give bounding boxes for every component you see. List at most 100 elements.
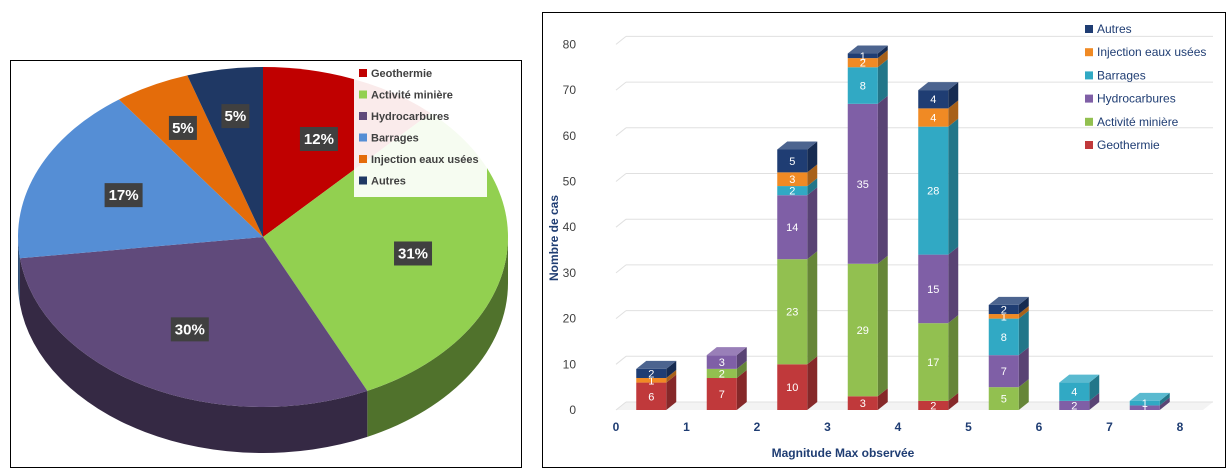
bar-data-label: 1 xyxy=(648,375,654,387)
bar xyxy=(847,263,878,397)
gridline-diagonal xyxy=(615,264,627,274)
bar-side xyxy=(807,187,818,260)
bar xyxy=(918,108,949,127)
bar-segment-autres: 1 xyxy=(847,45,888,63)
pie-slice-barrages xyxy=(17,99,264,259)
pie-side-hydrocarbures xyxy=(19,258,368,453)
bar-legend-label: Barrages xyxy=(1097,68,1146,82)
bar-segment-autres: 5 xyxy=(777,141,818,173)
bar-side xyxy=(807,164,818,187)
bar-segment-geothermie: 3 xyxy=(847,388,888,410)
bar-data-label: 29 xyxy=(857,325,869,337)
pie-label-box xyxy=(221,104,250,129)
bar-side xyxy=(1159,392,1170,406)
bar-segment-barrages: 8 xyxy=(847,59,888,104)
bar-side xyxy=(666,374,677,410)
bar xyxy=(636,378,667,383)
gridline-diagonal xyxy=(615,401,627,411)
bar-side xyxy=(877,255,888,397)
bar-segment-activit-mini-re: 17 xyxy=(918,315,959,401)
bar-side xyxy=(948,315,959,401)
bar-top xyxy=(1059,374,1100,383)
bar-data-label: 23 xyxy=(786,307,798,319)
x-tick-label: 7 xyxy=(1106,420,1113,434)
pie-legend-swatch xyxy=(359,90,367,99)
bar-segment-hydrocarbures: 35 xyxy=(847,95,888,264)
bar-legend: Autres Injection eaux usées Barrages Hydroc… xyxy=(1085,22,1206,152)
bar-data-label: 4 xyxy=(930,113,936,125)
bar-data-label: 3 xyxy=(789,174,795,186)
y-tick-label: 60 xyxy=(563,129,577,143)
bar xyxy=(847,396,878,410)
bar xyxy=(706,355,737,369)
bar-data-label: 2 xyxy=(1071,400,1077,412)
bar xyxy=(847,53,878,59)
bar-side xyxy=(1018,379,1029,410)
bar-data-label: 2 xyxy=(930,400,936,412)
bar-top xyxy=(918,82,959,91)
gridline-diagonal xyxy=(615,310,627,319)
gridline-diagonal xyxy=(615,81,627,91)
bar-side xyxy=(948,392,959,410)
bar-side xyxy=(666,360,677,379)
bar xyxy=(777,364,808,410)
bar-side xyxy=(877,95,888,264)
pie-legend-label: Activité minière xyxy=(371,90,453,102)
pie-legend-swatch xyxy=(359,112,367,120)
bar-data-label: 7 xyxy=(1001,366,1007,378)
y-tick-label: 80 xyxy=(563,37,577,51)
bar xyxy=(918,323,949,401)
gridline-diagonal xyxy=(615,355,627,365)
pie-label-box xyxy=(170,317,209,342)
bar-data-label: 2 xyxy=(1001,304,1007,316)
bar xyxy=(777,186,808,196)
pie-legend-swatch xyxy=(359,155,367,163)
bar-segment-injection-eaux-us-es: 2 xyxy=(847,50,888,70)
bar-data-label: 8 xyxy=(1001,332,1007,344)
bar xyxy=(918,254,949,324)
bar-segment-barrages: 28 xyxy=(918,118,959,255)
bar xyxy=(1129,400,1160,406)
bar-data-label: 7 xyxy=(719,389,725,401)
bar-segment-injection-eaux-us-es: 3 xyxy=(777,164,818,187)
bar-legend-label: Hydrocarbures xyxy=(1097,92,1176,106)
x-tick-label: 6 xyxy=(1036,420,1043,434)
pie-side-activit-mini-re xyxy=(367,237,508,437)
bar-data-label: 14 xyxy=(786,222,798,234)
bar-top xyxy=(847,45,888,54)
bar-segment-activit-mini-re: 23 xyxy=(777,251,818,365)
bars: 6127231023142353293582121715284457812241… xyxy=(636,45,1170,415)
bar-data-label: 35 xyxy=(857,179,869,191)
bar-data-label: 3 xyxy=(860,398,866,410)
bar-data-label: 1 xyxy=(1142,398,1148,410)
bar xyxy=(988,355,1019,388)
pie-legend-swatch xyxy=(359,133,367,142)
bar-top xyxy=(706,347,747,356)
x-tick-label: 5 xyxy=(965,420,972,434)
bar-legend-label: Injection eaux usées xyxy=(1097,45,1206,59)
bar-side xyxy=(807,178,818,196)
bar-legend-swatch xyxy=(1085,117,1093,126)
bar-segment-barrages: 1 xyxy=(1129,392,1170,410)
bar-side xyxy=(807,251,818,365)
bar-side xyxy=(736,370,747,410)
pie-data-label: 31% xyxy=(398,245,428,262)
bar-segment-hydrocarbures: 14 xyxy=(777,187,818,260)
bar xyxy=(847,67,878,104)
bar xyxy=(988,387,1019,410)
pie-legend-label: Autres xyxy=(371,176,406,188)
bar-side xyxy=(1018,310,1029,356)
bar-data-label: 1 xyxy=(1142,403,1148,415)
bar xyxy=(988,314,1019,319)
bar-segment-barrages: 4 xyxy=(1059,374,1100,401)
bar-side xyxy=(948,100,959,127)
bar-segment-hydrocarbures: 2 xyxy=(1059,392,1100,412)
bar-segment-autres: 2 xyxy=(636,360,677,380)
bar-data-label: 15 xyxy=(927,284,939,296)
gridline-diagonal xyxy=(615,36,627,45)
x-axis: 0 1 2 3 4 5 6 7 8 Magnitude Max observée xyxy=(613,420,1184,460)
x-axis-label: Magnitude Max observée xyxy=(772,446,915,460)
chart-floor xyxy=(616,402,1213,410)
bar-side xyxy=(736,347,747,369)
bar-segment-geothermie: 2 xyxy=(918,392,959,412)
